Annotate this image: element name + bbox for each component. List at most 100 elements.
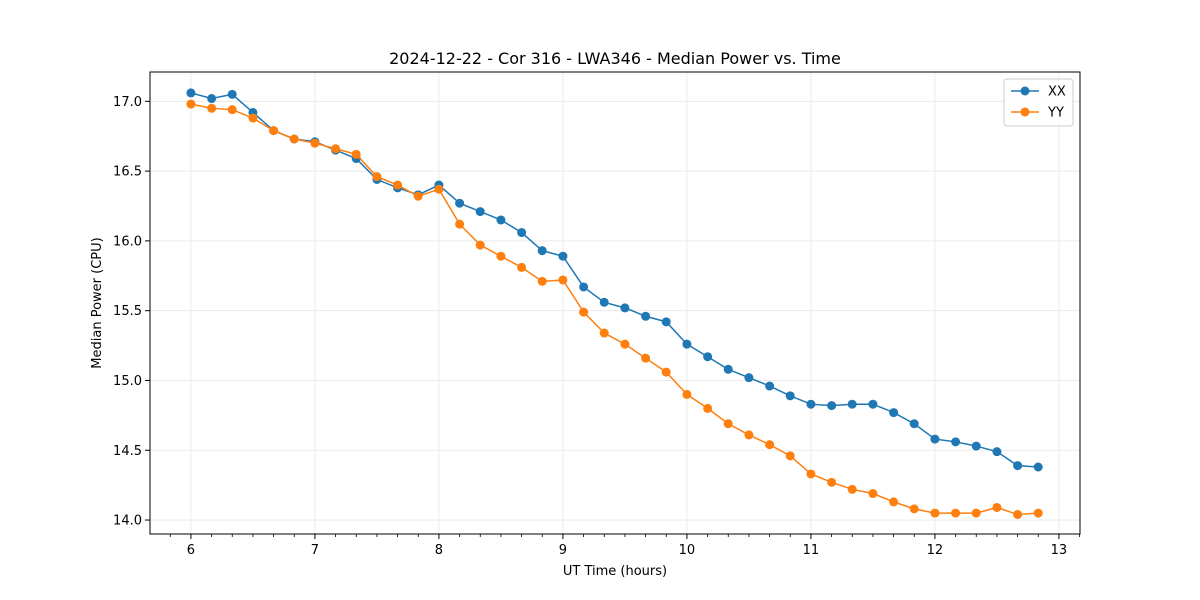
legend-marker-yy xyxy=(1020,107,1030,117)
data-point-xx xyxy=(599,297,609,307)
x-tick-label: 6 xyxy=(187,543,195,558)
data-point-xx xyxy=(868,399,878,409)
data-point-yy xyxy=(517,262,527,272)
data-point-yy xyxy=(455,219,465,229)
x-tick-label: 11 xyxy=(803,543,820,558)
y-tick-label: 14.0 xyxy=(113,514,142,529)
data-point-yy xyxy=(599,328,609,338)
data-point-xx xyxy=(620,303,630,313)
y-axis: 14.0 14.5 15.0 15.5 16.0 16.5 17.0 xyxy=(113,95,150,529)
data-point-yy xyxy=(827,477,837,487)
data-point-yy xyxy=(372,172,382,182)
data-point-yy xyxy=(765,440,775,450)
data-point-xx xyxy=(227,89,237,99)
y-tick-label: 15.0 xyxy=(113,374,142,389)
x-tick-label: 7 xyxy=(311,543,319,558)
y-tick-label: 16.0 xyxy=(113,234,142,249)
data-point-yy xyxy=(785,451,795,461)
data-point-yy xyxy=(971,508,981,518)
grid xyxy=(150,72,1080,534)
data-point-xx xyxy=(186,88,196,98)
y-tick-label: 17.0 xyxy=(113,95,142,110)
data-point-yy xyxy=(227,105,237,115)
data-point-yy xyxy=(641,353,651,363)
y-axis-label: Median Power (CPU) xyxy=(90,237,105,368)
data-point-yy xyxy=(413,191,423,201)
data-point-xx xyxy=(744,373,754,383)
data-point-xx xyxy=(641,311,651,321)
data-point-yy xyxy=(393,180,403,190)
x-axis: 6 7 8 9 10 11 12 13 xyxy=(169,534,1080,558)
data-point-xx xyxy=(496,215,506,225)
y-tick-label: 15.5 xyxy=(113,304,142,319)
x-tick-label: 12 xyxy=(927,543,944,558)
data-point-xx xyxy=(889,408,899,418)
x-tick-label: 13 xyxy=(1051,543,1068,558)
data-point-yy xyxy=(951,508,961,518)
data-point-xx xyxy=(827,401,837,411)
x-tick-label: 9 xyxy=(559,543,567,558)
data-point-yy xyxy=(1033,508,1043,518)
plot-frame xyxy=(149,71,1081,535)
data-point-yy xyxy=(269,126,279,136)
data-point-yy xyxy=(310,138,320,148)
data-point-xx xyxy=(537,246,547,256)
x-axis-label: UT Time (hours) xyxy=(563,564,667,579)
data-point-xx xyxy=(1013,461,1023,471)
data-point-yy xyxy=(682,389,692,399)
series-layer xyxy=(186,88,1043,519)
data-point-xx xyxy=(765,381,775,391)
data-point-yy xyxy=(930,508,940,518)
data-point-yy xyxy=(579,307,589,317)
data-point-xx xyxy=(207,94,217,104)
y-tick-label: 16.5 xyxy=(113,165,142,180)
y-tick-label: 14.5 xyxy=(113,444,142,459)
data-point-yy xyxy=(248,113,258,123)
x-tick-label: 8 xyxy=(435,543,443,558)
data-point-xx xyxy=(558,251,568,261)
data-point-xx xyxy=(661,317,671,327)
data-point-xx xyxy=(703,352,713,362)
data-point-yy xyxy=(331,144,341,154)
data-point-xx xyxy=(806,399,816,409)
data-point-xx xyxy=(951,437,961,447)
data-point-xx xyxy=(475,207,485,217)
data-point-xx xyxy=(992,447,1002,457)
data-point-xx xyxy=(930,434,940,444)
data-point-xx xyxy=(579,282,589,292)
data-point-xx xyxy=(971,441,981,451)
data-point-yy xyxy=(186,99,196,109)
data-point-yy xyxy=(868,489,878,499)
data-point-yy xyxy=(889,497,899,507)
data-point-xx xyxy=(847,399,857,409)
legend-item-yy: YY xyxy=(1011,106,1064,121)
chart-title: 2024-12-22 - Cor 316 - LWA346 - Median P… xyxy=(389,49,841,68)
data-point-yy xyxy=(537,276,547,286)
data-point-yy xyxy=(434,184,444,194)
data-point-yy xyxy=(909,504,919,514)
data-point-yy xyxy=(620,339,630,349)
data-point-yy xyxy=(207,103,217,113)
data-point-yy xyxy=(475,240,485,250)
data-point-yy xyxy=(703,403,713,413)
legend-item-xx: XX xyxy=(1011,85,1066,100)
data-point-xx xyxy=(785,391,795,401)
data-point-yy xyxy=(992,502,1002,512)
legend-marker-xx xyxy=(1020,86,1030,96)
legend-label-xx: XX xyxy=(1048,85,1066,100)
data-point-xx xyxy=(455,198,465,208)
data-point-xx xyxy=(682,339,692,349)
data-point-yy xyxy=(806,469,816,479)
data-point-yy xyxy=(289,134,299,144)
data-point-yy xyxy=(661,367,671,377)
data-point-yy xyxy=(496,251,506,261)
legend-label-yy: YY xyxy=(1047,106,1064,121)
data-point-yy xyxy=(744,430,754,440)
series-yy xyxy=(186,99,1043,519)
data-point-yy xyxy=(351,149,361,159)
data-point-yy xyxy=(847,484,857,494)
data-point-xx xyxy=(723,364,733,374)
data-point-yy xyxy=(558,275,568,285)
legend: XX YY xyxy=(1003,78,1074,127)
